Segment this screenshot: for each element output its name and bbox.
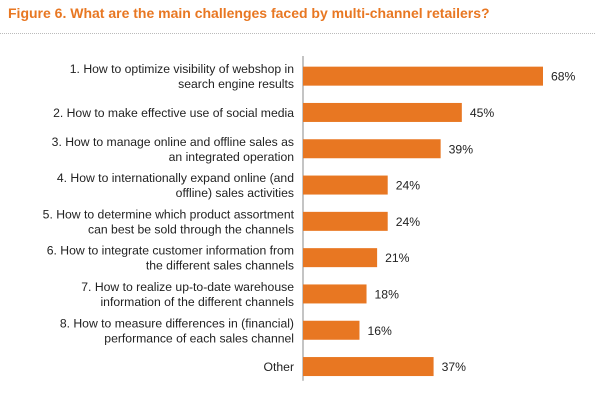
value-label-8: 16%	[367, 324, 392, 338]
title-divider	[0, 33, 595, 34]
category-label-2: 2. How to make effective use of social m…	[53, 106, 294, 120]
bar-8	[303, 320, 360, 340]
bar-9	[303, 357, 434, 377]
value-label-6: 21%	[385, 251, 410, 265]
category-label-line: the different sales channels	[146, 259, 294, 273]
category-label-line: 7. How to realize up-to-date warehouse	[81, 280, 294, 294]
value-label-3: 39%	[449, 142, 474, 156]
value-label-1: 68%	[551, 70, 576, 84]
category-label-8: 8. How to measure differences in (financ…	[60, 316, 294, 345]
category-label-line: offline) sales activities	[176, 186, 294, 200]
category-labels-group: 1. How to optimize visibility of webshop…	[43, 62, 295, 374]
value-label-9: 37%	[442, 360, 467, 374]
value-label-5: 24%	[396, 215, 421, 229]
category-label-line: 3. How to manage online and offline sale…	[52, 135, 294, 149]
bar-7	[303, 284, 367, 304]
category-label-line: Other	[264, 360, 294, 374]
category-label-5: 5. How to determine which product assort…	[43, 207, 295, 236]
category-label-3: 3. How to manage online and offline sale…	[52, 135, 294, 164]
chart-title: Figure 6. What are the main challenges f…	[8, 5, 490, 21]
bar-3	[303, 139, 441, 159]
category-label-line: 2. How to make effective use of social m…	[53, 106, 294, 120]
bars-group	[303, 66, 543, 377]
category-label-4: 4. How to internationally expand online …	[57, 171, 294, 200]
category-label-6: 6. How to integrate customer information…	[47, 244, 294, 273]
value-label-2: 45%	[470, 106, 495, 120]
value-labels-group: 68% 45% 39% 24% 24% 21% 18% 16% 37%	[367, 70, 575, 374]
bar-6	[303, 248, 378, 268]
category-label-line: search engine results	[178, 77, 294, 91]
value-label-4: 24%	[396, 179, 421, 193]
category-label-line: 8. How to measure differences in (financ…	[60, 316, 294, 330]
bar-1	[303, 66, 543, 86]
category-label-7: 7. How to realize up-to-date warehouse in…	[81, 280, 294, 309]
category-label-line: 5. How to determine which product assort…	[43, 207, 295, 221]
category-label-line: performance of each sales channel	[104, 331, 294, 345]
bar-2	[303, 102, 462, 122]
category-label-line: information of the different channels	[100, 295, 294, 309]
category-label-line: an integrated operation	[169, 150, 294, 164]
category-label-line: 4. How to internationally expand online …	[57, 171, 294, 185]
category-label-line: can best be sold through the channels	[88, 222, 294, 236]
category-label-1: 1. How to optimize visibility of webshop…	[70, 62, 294, 91]
bar-5	[303, 211, 388, 231]
category-label-line: 6. How to integrate customer information…	[47, 244, 294, 258]
value-label-7: 18%	[375, 287, 400, 301]
bar-4	[303, 175, 388, 195]
category-label-9: Other	[264, 360, 294, 374]
category-label-line: 1. How to optimize visibility of webshop…	[70, 62, 294, 76]
